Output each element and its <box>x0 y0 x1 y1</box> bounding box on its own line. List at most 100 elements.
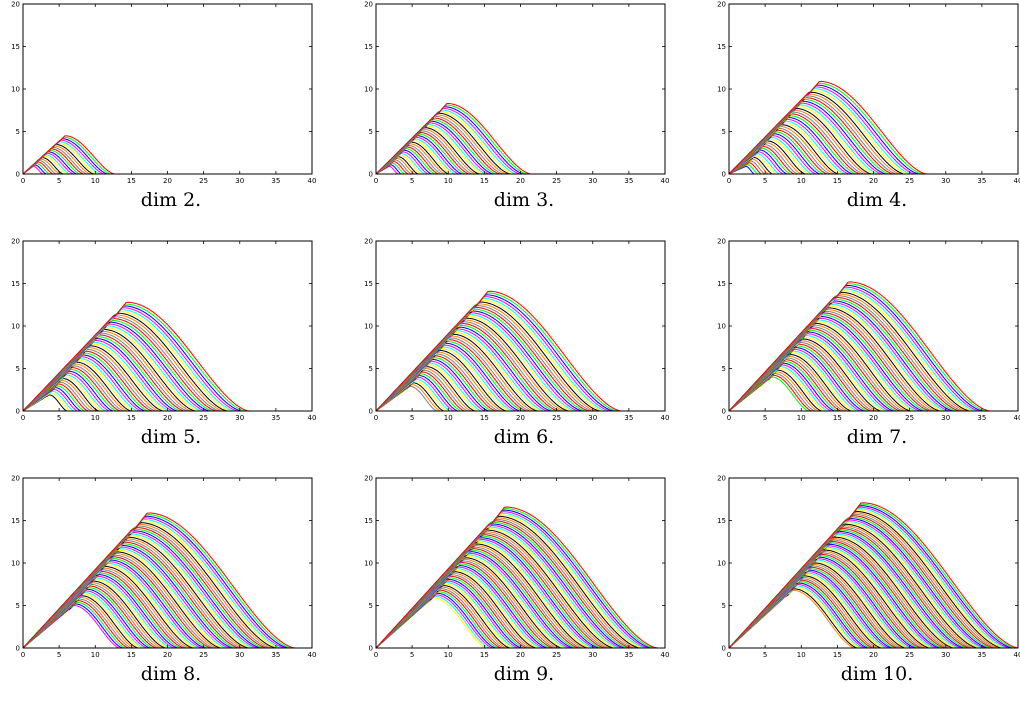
plot-frame <box>376 4 665 174</box>
x-tick-label: 40 <box>661 177 670 185</box>
x-tick-label: 25 <box>905 414 914 422</box>
plot-frame <box>376 478 665 648</box>
y-tick-label: 0 <box>16 408 20 416</box>
y-tick-label: 10 <box>717 323 726 331</box>
panel-caption: dim 6. <box>354 426 694 448</box>
series-curve <box>729 109 1018 174</box>
y-tick-label: 0 <box>722 408 726 416</box>
series-curve <box>23 315 312 411</box>
plot-frame <box>729 4 1018 174</box>
panel-caption: dim 4. <box>707 189 1020 211</box>
series-curve <box>23 384 312 411</box>
plot-frame <box>729 478 1018 648</box>
panel-dim-8: 0 5 10 15 20 25 30 35 40 0 5 10 15 20 dim 8. <box>1 474 341 710</box>
series-curve <box>376 341 665 411</box>
series-curve <box>729 284 1018 411</box>
x-tick-label: 35 <box>977 651 986 659</box>
x-tick-label: 10 <box>444 177 453 185</box>
y-tick-label: 10 <box>364 86 373 94</box>
x-tick-label: 0 <box>374 414 378 422</box>
x-tick-label: 20 <box>516 651 525 659</box>
series-curve <box>376 104 665 175</box>
x-tick-label: 20 <box>869 177 878 185</box>
panel-caption: dim 9. <box>354 663 694 685</box>
x-tick-label: 35 <box>624 177 633 185</box>
x-tick-label: 5 <box>57 177 61 185</box>
x-tick-label: 15 <box>127 651 136 659</box>
y-tick-label: 20 <box>364 1 373 9</box>
x-tick-label: 15 <box>480 651 489 659</box>
panel-dim-3: 0 5 10 15 20 25 30 35 40 0 5 10 15 20 dim 3. <box>354 0 694 236</box>
series-curve <box>23 562 312 648</box>
series-curve <box>729 311 1018 411</box>
y-tick-label: 5 <box>16 128 20 136</box>
x-tick-label: 10 <box>91 651 100 659</box>
x-tick-label: 15 <box>127 414 136 422</box>
x-tick-label: 0 <box>21 414 25 422</box>
y-tick-label: 5 <box>722 128 726 136</box>
x-tick-label: 20 <box>516 414 525 422</box>
y-tick-label: 15 <box>11 43 20 51</box>
x-tick-label: 25 <box>199 651 208 659</box>
series-curve <box>376 300 601 411</box>
x-tick-label: 30 <box>235 414 244 422</box>
y-tick-label: 15 <box>364 43 373 51</box>
x-tick-label: 40 <box>308 651 317 659</box>
series-curve <box>729 150 1018 174</box>
x-tick-label: 20 <box>163 177 172 185</box>
x-tick-label: 0 <box>727 414 731 422</box>
series-curve <box>23 317 312 411</box>
y-tick-label: 0 <box>369 408 373 416</box>
x-tick-label: 10 <box>444 651 453 659</box>
panel-dim-5: 0 5 10 15 20 25 30 35 40 0 5 10 15 20 dim 5. <box>1 237 341 473</box>
series-curve <box>729 310 1018 412</box>
y-tick-label: 5 <box>16 365 20 373</box>
x-tick-label: 5 <box>410 651 414 659</box>
y-tick-label: 10 <box>11 86 20 94</box>
series-curve <box>23 515 312 648</box>
x-tick-label: 40 <box>1014 177 1020 185</box>
x-tick-label: 20 <box>516 177 525 185</box>
plot-svg: 0 5 10 15 20 25 30 35 40 0 5 10 15 20 <box>707 0 1020 190</box>
panel-caption: dim 2. <box>1 189 341 211</box>
y-tick-label: 0 <box>369 171 373 179</box>
series-curve <box>376 569 540 648</box>
series-curve <box>729 114 1018 174</box>
series-curve <box>23 369 312 411</box>
series-curve <box>23 537 312 648</box>
y-tick-label: 5 <box>722 602 726 610</box>
x-tick-label: 25 <box>905 651 914 659</box>
y-tick-label: 20 <box>717 1 726 9</box>
y-tick-label: 5 <box>722 365 726 373</box>
x-tick-label: 20 <box>163 651 172 659</box>
x-tick-label: 25 <box>552 177 561 185</box>
plot-frame <box>729 241 1018 411</box>
x-tick-label: 40 <box>1014 651 1020 659</box>
x-tick-label: 40 <box>661 414 670 422</box>
x-tick-label: 5 <box>410 177 414 185</box>
x-tick-label: 0 <box>727 651 731 659</box>
series-curve <box>729 577 1018 648</box>
y-tick-label: 5 <box>16 602 20 610</box>
plot-svg: 0 5 10 15 20 25 30 35 40 0 5 10 15 20 <box>354 474 694 664</box>
plot-svg: 0 5 10 15 20 25 30 35 40 0 5 10 15 20 <box>1 474 341 664</box>
y-tick-label: 5 <box>369 365 373 373</box>
plot-svg: 0 5 10 15 20 25 30 35 40 0 5 10 15 20 <box>1 0 341 190</box>
panel-dim-6: 0 5 10 15 20 25 30 35 40 0 5 10 15 20 dim 6. <box>354 237 694 473</box>
y-tick-label: 0 <box>369 645 373 653</box>
panel-caption: dim 5. <box>1 426 341 448</box>
x-tick-label: 40 <box>308 414 317 422</box>
x-tick-label: 40 <box>308 177 317 185</box>
x-tick-label: 10 <box>91 414 100 422</box>
y-tick-label: 10 <box>717 86 726 94</box>
x-tick-label: 15 <box>127 177 136 185</box>
x-tick-label: 15 <box>480 177 489 185</box>
x-tick-label: 15 <box>833 414 842 422</box>
x-tick-label: 25 <box>552 651 561 659</box>
x-tick-label: 5 <box>57 414 61 422</box>
y-tick-label: 10 <box>364 560 373 568</box>
x-tick-label: 0 <box>374 651 378 659</box>
x-tick-label: 40 <box>1014 414 1020 422</box>
x-tick-label: 25 <box>199 414 208 422</box>
